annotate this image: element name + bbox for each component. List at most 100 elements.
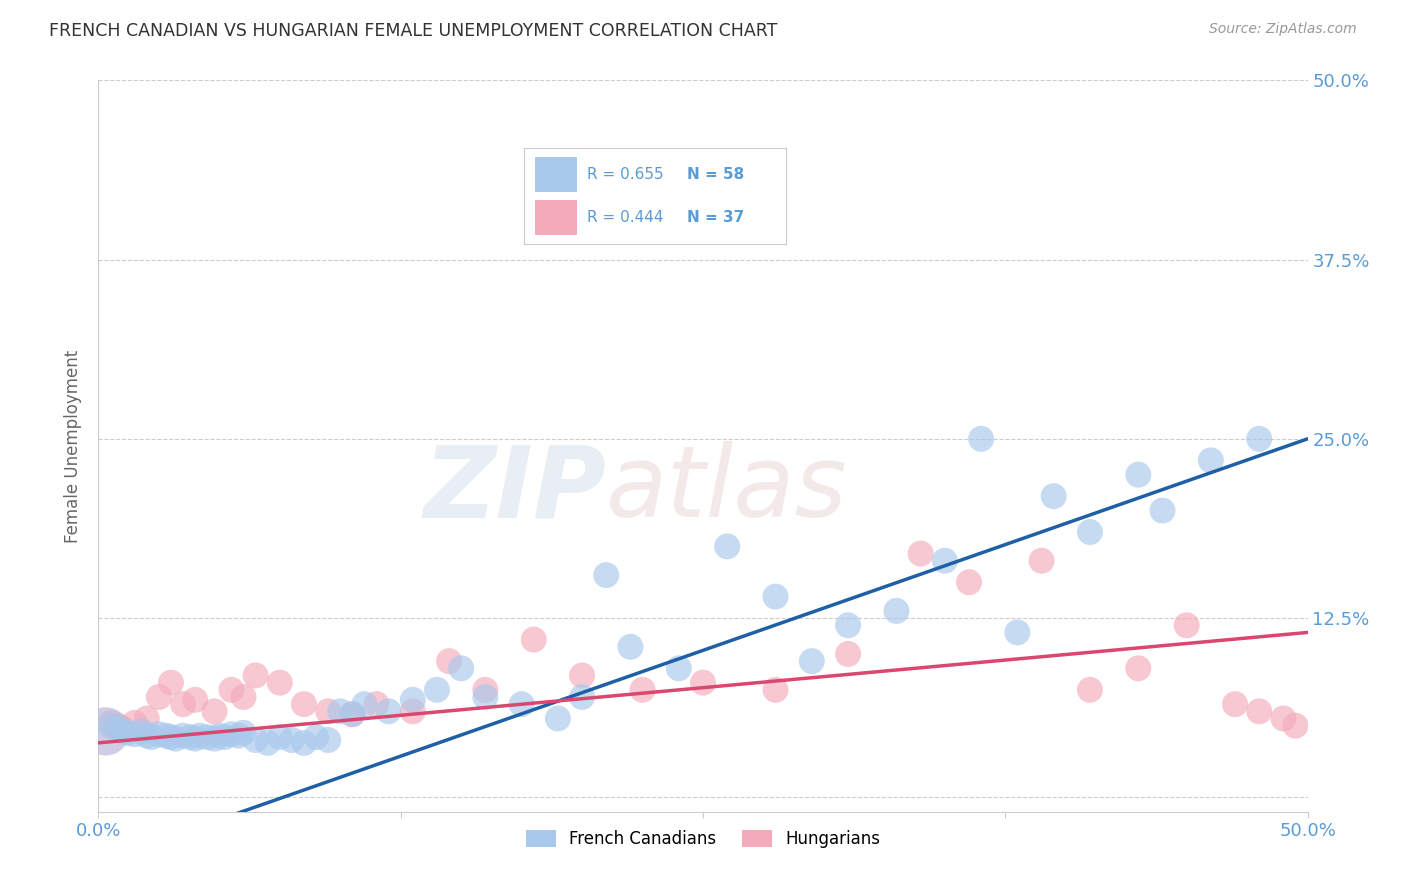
Point <box>316 704 339 718</box>
Point <box>204 704 226 718</box>
Text: Source: ZipAtlas.com: Source: ZipAtlas.com <box>1209 22 1357 37</box>
Point <box>426 682 449 697</box>
Point <box>910 547 932 561</box>
Text: N = 37: N = 37 <box>686 210 744 225</box>
Point <box>148 690 170 704</box>
Point <box>245 668 267 682</box>
Point <box>970 432 993 446</box>
Text: FRENCH CANADIAN VS HUNGARIAN FEMALE UNEMPLOYMENT CORRELATION CHART: FRENCH CANADIAN VS HUNGARIAN FEMALE UNEM… <box>49 22 778 40</box>
Point <box>256 736 278 750</box>
Point <box>510 697 533 711</box>
Point <box>437 654 460 668</box>
Point <box>957 575 980 590</box>
Point <box>184 731 207 746</box>
Point <box>141 730 163 744</box>
Point <box>402 704 425 718</box>
Point <box>934 554 956 568</box>
Point <box>765 682 787 697</box>
Point <box>221 727 243 741</box>
Point <box>1249 704 1271 718</box>
Text: atlas: atlas <box>606 442 848 539</box>
Point <box>377 704 399 718</box>
Point <box>474 690 496 704</box>
Point <box>269 675 291 690</box>
Text: ZIP: ZIP <box>423 442 606 539</box>
Point <box>1042 489 1064 503</box>
Point <box>172 697 194 711</box>
Point <box>165 731 187 746</box>
Point <box>212 730 235 744</box>
Point <box>631 682 654 697</box>
Point <box>100 719 122 733</box>
Point <box>886 604 908 618</box>
Point <box>837 647 859 661</box>
Point <box>366 697 388 711</box>
Point <box>837 618 859 632</box>
Point <box>155 729 177 743</box>
Point <box>1078 524 1101 539</box>
Point <box>523 632 546 647</box>
Point <box>800 654 823 668</box>
Point <box>1007 625 1029 640</box>
Point <box>172 729 194 743</box>
Point <box>281 733 304 747</box>
Point <box>450 661 472 675</box>
Point <box>329 704 352 718</box>
Point <box>107 719 129 733</box>
Point <box>228 729 250 743</box>
Point <box>117 726 139 740</box>
Point <box>1249 432 1271 446</box>
Point <box>160 730 183 744</box>
Point <box>716 540 738 554</box>
Point <box>305 730 328 744</box>
Point <box>765 590 787 604</box>
Bar <box>534 157 576 192</box>
Point <box>111 722 134 736</box>
Point <box>1199 453 1222 467</box>
Point <box>107 722 129 736</box>
Point <box>179 730 201 744</box>
Point <box>595 568 617 582</box>
Point <box>124 715 146 730</box>
Point <box>208 729 231 743</box>
Point <box>195 730 218 744</box>
Point <box>124 727 146 741</box>
Point <box>135 729 157 743</box>
Point <box>232 690 254 704</box>
Point <box>131 724 153 739</box>
Point <box>547 711 569 725</box>
Point <box>184 693 207 707</box>
Point <box>1078 682 1101 697</box>
Point <box>148 727 170 741</box>
Text: R = 0.444: R = 0.444 <box>588 210 664 225</box>
Bar <box>534 200 576 235</box>
Point <box>619 640 641 654</box>
Point <box>1031 554 1053 568</box>
Point <box>188 729 211 743</box>
Point <box>342 707 364 722</box>
Point <box>1284 719 1306 733</box>
Text: R = 0.655: R = 0.655 <box>588 167 664 182</box>
Point <box>221 682 243 697</box>
Point <box>1223 697 1246 711</box>
Point <box>316 733 339 747</box>
Point <box>1128 467 1150 482</box>
Point <box>269 730 291 744</box>
Point <box>232 726 254 740</box>
Point <box>571 690 593 704</box>
Legend: French Canadians, Hungarians: French Canadians, Hungarians <box>519 823 887 855</box>
Point <box>1272 711 1295 725</box>
Point <box>292 736 315 750</box>
Point <box>292 697 315 711</box>
Point <box>1175 618 1198 632</box>
Point <box>111 724 134 739</box>
Point <box>571 668 593 682</box>
Point <box>474 682 496 697</box>
Point <box>100 715 122 730</box>
Point <box>160 675 183 690</box>
Point <box>402 693 425 707</box>
Point <box>353 697 375 711</box>
Point <box>1152 503 1174 517</box>
Point <box>342 707 364 722</box>
Point <box>692 675 714 690</box>
